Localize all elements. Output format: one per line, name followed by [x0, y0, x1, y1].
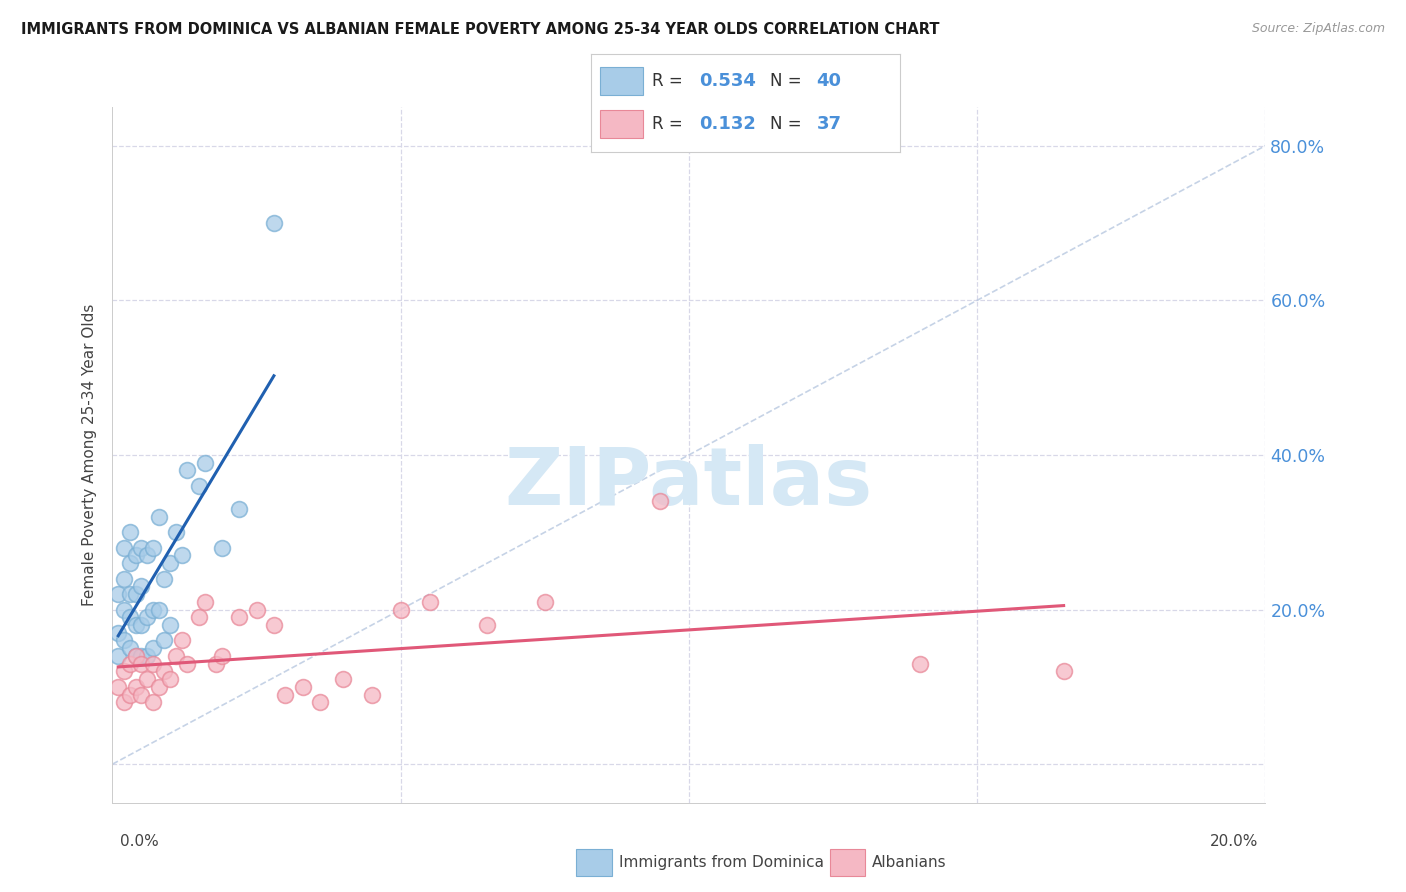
- Point: [142, 695, 165, 709]
- Point: [129, 648, 153, 663]
- Point: [309, 695, 332, 709]
- Text: Albanians: Albanians: [872, 855, 946, 870]
- Point: [419, 595, 441, 609]
- Point: [124, 648, 146, 663]
- Point: [129, 579, 153, 593]
- Point: [153, 572, 176, 586]
- Point: [118, 556, 141, 570]
- Point: [159, 556, 181, 570]
- Point: [124, 680, 146, 694]
- Point: [148, 509, 170, 524]
- Text: ZIPatlas: ZIPatlas: [505, 443, 873, 522]
- Point: [118, 688, 141, 702]
- Point: [263, 618, 285, 632]
- Point: [533, 595, 555, 609]
- Point: [112, 572, 135, 586]
- Point: [176, 463, 198, 477]
- Point: [245, 602, 267, 616]
- Point: [112, 695, 135, 709]
- Text: N =: N =: [770, 72, 807, 90]
- Point: [211, 648, 233, 663]
- Point: [211, 541, 233, 555]
- Text: N =: N =: [770, 115, 807, 133]
- Point: [159, 672, 181, 686]
- Point: [159, 618, 181, 632]
- Text: R =: R =: [652, 115, 689, 133]
- Point: [142, 641, 165, 656]
- Point: [165, 525, 187, 540]
- Point: [124, 618, 146, 632]
- Text: 40: 40: [817, 72, 841, 90]
- Point: [153, 665, 176, 679]
- Point: [118, 610, 141, 624]
- Point: [129, 688, 153, 702]
- Point: [170, 633, 193, 648]
- Point: [194, 595, 217, 609]
- Point: [142, 602, 165, 616]
- Point: [188, 610, 211, 624]
- Point: [205, 657, 228, 671]
- Point: [389, 602, 412, 616]
- Point: [107, 648, 129, 663]
- Point: [124, 549, 146, 563]
- Point: [112, 665, 135, 679]
- Point: [124, 587, 146, 601]
- Point: [908, 657, 931, 671]
- Point: [148, 680, 170, 694]
- Text: 20.0%: 20.0%: [1211, 834, 1258, 849]
- Point: [176, 657, 198, 671]
- Point: [136, 610, 159, 624]
- Point: [124, 648, 146, 663]
- Point: [136, 549, 159, 563]
- Point: [194, 456, 217, 470]
- Text: Source: ZipAtlas.com: Source: ZipAtlas.com: [1251, 22, 1385, 36]
- Point: [129, 618, 153, 632]
- Point: [332, 672, 354, 686]
- Point: [107, 587, 129, 601]
- Y-axis label: Female Poverty Among 25-34 Year Olds: Female Poverty Among 25-34 Year Olds: [82, 304, 97, 606]
- Point: [112, 541, 135, 555]
- Point: [118, 657, 141, 671]
- Text: Immigrants from Dominica: Immigrants from Dominica: [619, 855, 824, 870]
- Point: [228, 610, 250, 624]
- Point: [360, 688, 382, 702]
- Point: [153, 633, 176, 648]
- Point: [129, 657, 153, 671]
- Point: [142, 657, 165, 671]
- Text: R =: R =: [652, 72, 689, 90]
- Point: [136, 672, 159, 686]
- Point: [228, 502, 250, 516]
- Point: [118, 641, 141, 656]
- Bar: [600, 111, 643, 138]
- Point: [1052, 665, 1074, 679]
- Point: [142, 541, 165, 555]
- Text: 0.132: 0.132: [699, 115, 755, 133]
- Point: [291, 680, 314, 694]
- Bar: [600, 67, 643, 95]
- Point: [107, 625, 129, 640]
- Point: [188, 479, 211, 493]
- Text: IMMIGRANTS FROM DOMINICA VS ALBANIAN FEMALE POVERTY AMONG 25-34 YEAR OLDS CORREL: IMMIGRANTS FROM DOMINICA VS ALBANIAN FEM…: [21, 22, 939, 37]
- Point: [112, 633, 135, 648]
- Point: [118, 587, 141, 601]
- Point: [165, 648, 187, 663]
- Point: [274, 688, 297, 702]
- Point: [136, 648, 159, 663]
- Point: [263, 216, 285, 230]
- Point: [170, 549, 193, 563]
- Point: [129, 541, 153, 555]
- Point: [648, 494, 672, 508]
- Point: [107, 680, 129, 694]
- Text: 37: 37: [817, 115, 841, 133]
- Point: [475, 618, 498, 632]
- Text: 0.0%: 0.0%: [120, 834, 159, 849]
- Text: 0.534: 0.534: [699, 72, 755, 90]
- Point: [148, 602, 170, 616]
- Point: [118, 525, 141, 540]
- Point: [112, 602, 135, 616]
